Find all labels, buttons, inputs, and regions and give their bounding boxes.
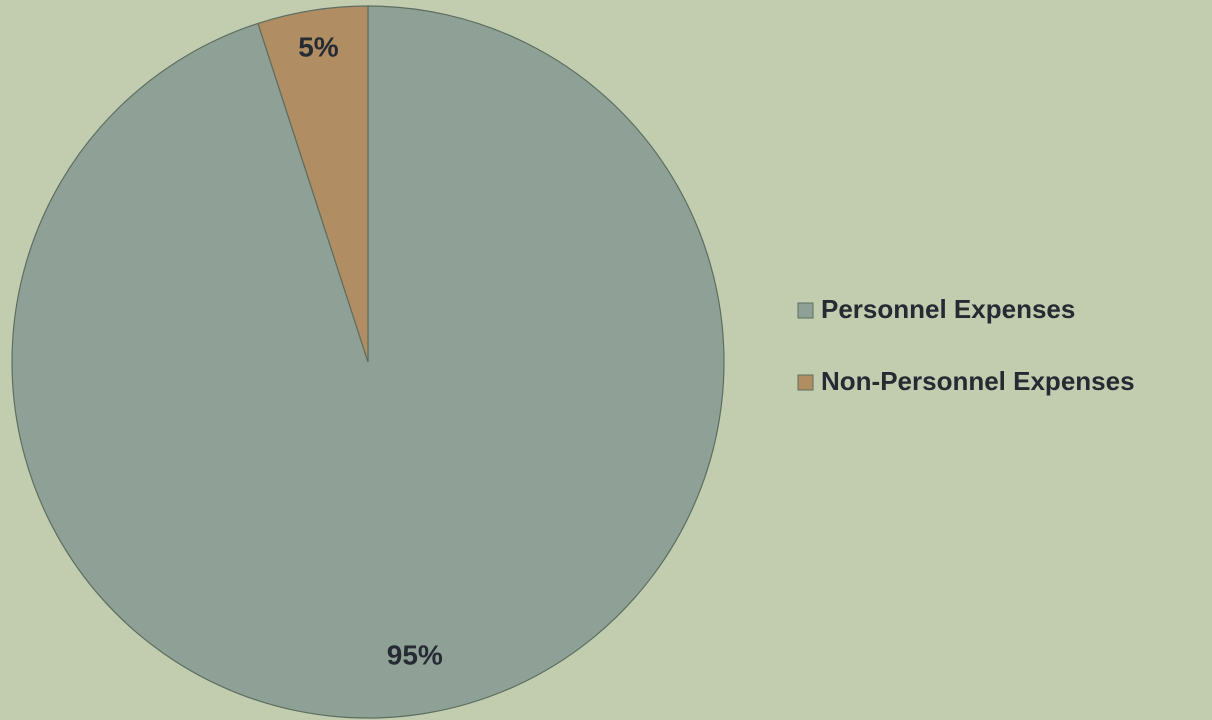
pie-slice: [257, 5, 369, 363]
legend-label: Personnel Expenses: [821, 294, 1075, 324]
legend-swatch: [797, 374, 814, 391]
data-label: 5%: [298, 31, 339, 62]
data-label: 95%: [387, 640, 443, 671]
legend-swatch: [797, 302, 814, 319]
legend-label: Non-Personnel Expenses: [821, 366, 1135, 396]
